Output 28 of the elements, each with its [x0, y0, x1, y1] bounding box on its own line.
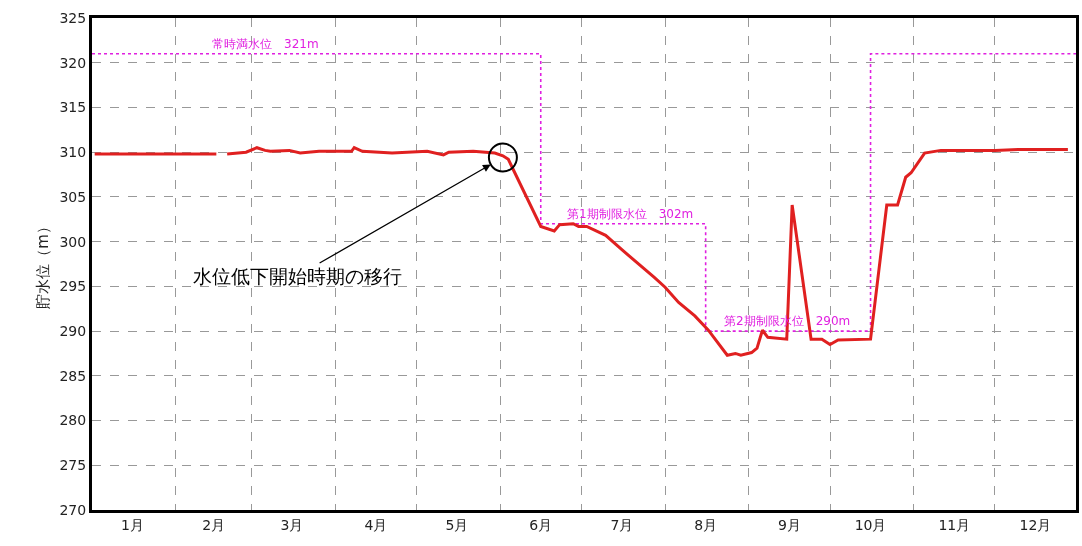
x-tick-label: 4月: [364, 516, 388, 533]
x-tick-label: 2月: [202, 516, 226, 533]
x-tick-label: 6月: [529, 516, 553, 533]
x-tick-label: 9月: [777, 516, 801, 533]
x-tick-label: 7月: [610, 516, 634, 533]
y-tick-label: 315: [59, 99, 87, 116]
x-tick-label: 8月: [694, 516, 718, 533]
x-tick-label: 12月: [1019, 516, 1052, 533]
x-tick-label: 5月: [445, 516, 469, 533]
x-tick-label: 3月: [280, 516, 304, 533]
y-tick-label: 305: [59, 188, 87, 205]
y-tick-label: 295: [59, 278, 87, 295]
y-tick-label: 325: [59, 9, 87, 26]
y-tick-label: 320: [59, 54, 87, 71]
x-tick-label: 11月: [938, 516, 971, 533]
annotation: 第1期制限水位 302m: [567, 207, 694, 221]
y-tick-label: 275: [59, 457, 87, 474]
x-tick-label: 1月: [121, 516, 145, 533]
y-tick-label: 280: [59, 412, 87, 429]
annotation: 常時満水位 321m: [212, 37, 319, 51]
y-tick-label: 270: [59, 501, 87, 518]
y-tick-label: 300: [59, 233, 87, 250]
annotation: 水位低下開始時期の移行: [193, 265, 402, 287]
y-tick-label: 310: [59, 144, 87, 161]
y-tick-label: 285: [59, 367, 87, 384]
y-tick-label: 290: [59, 322, 87, 339]
y-axis-title: 貯水位（m）: [33, 219, 52, 309]
x-tick-label: 10月: [854, 516, 887, 533]
